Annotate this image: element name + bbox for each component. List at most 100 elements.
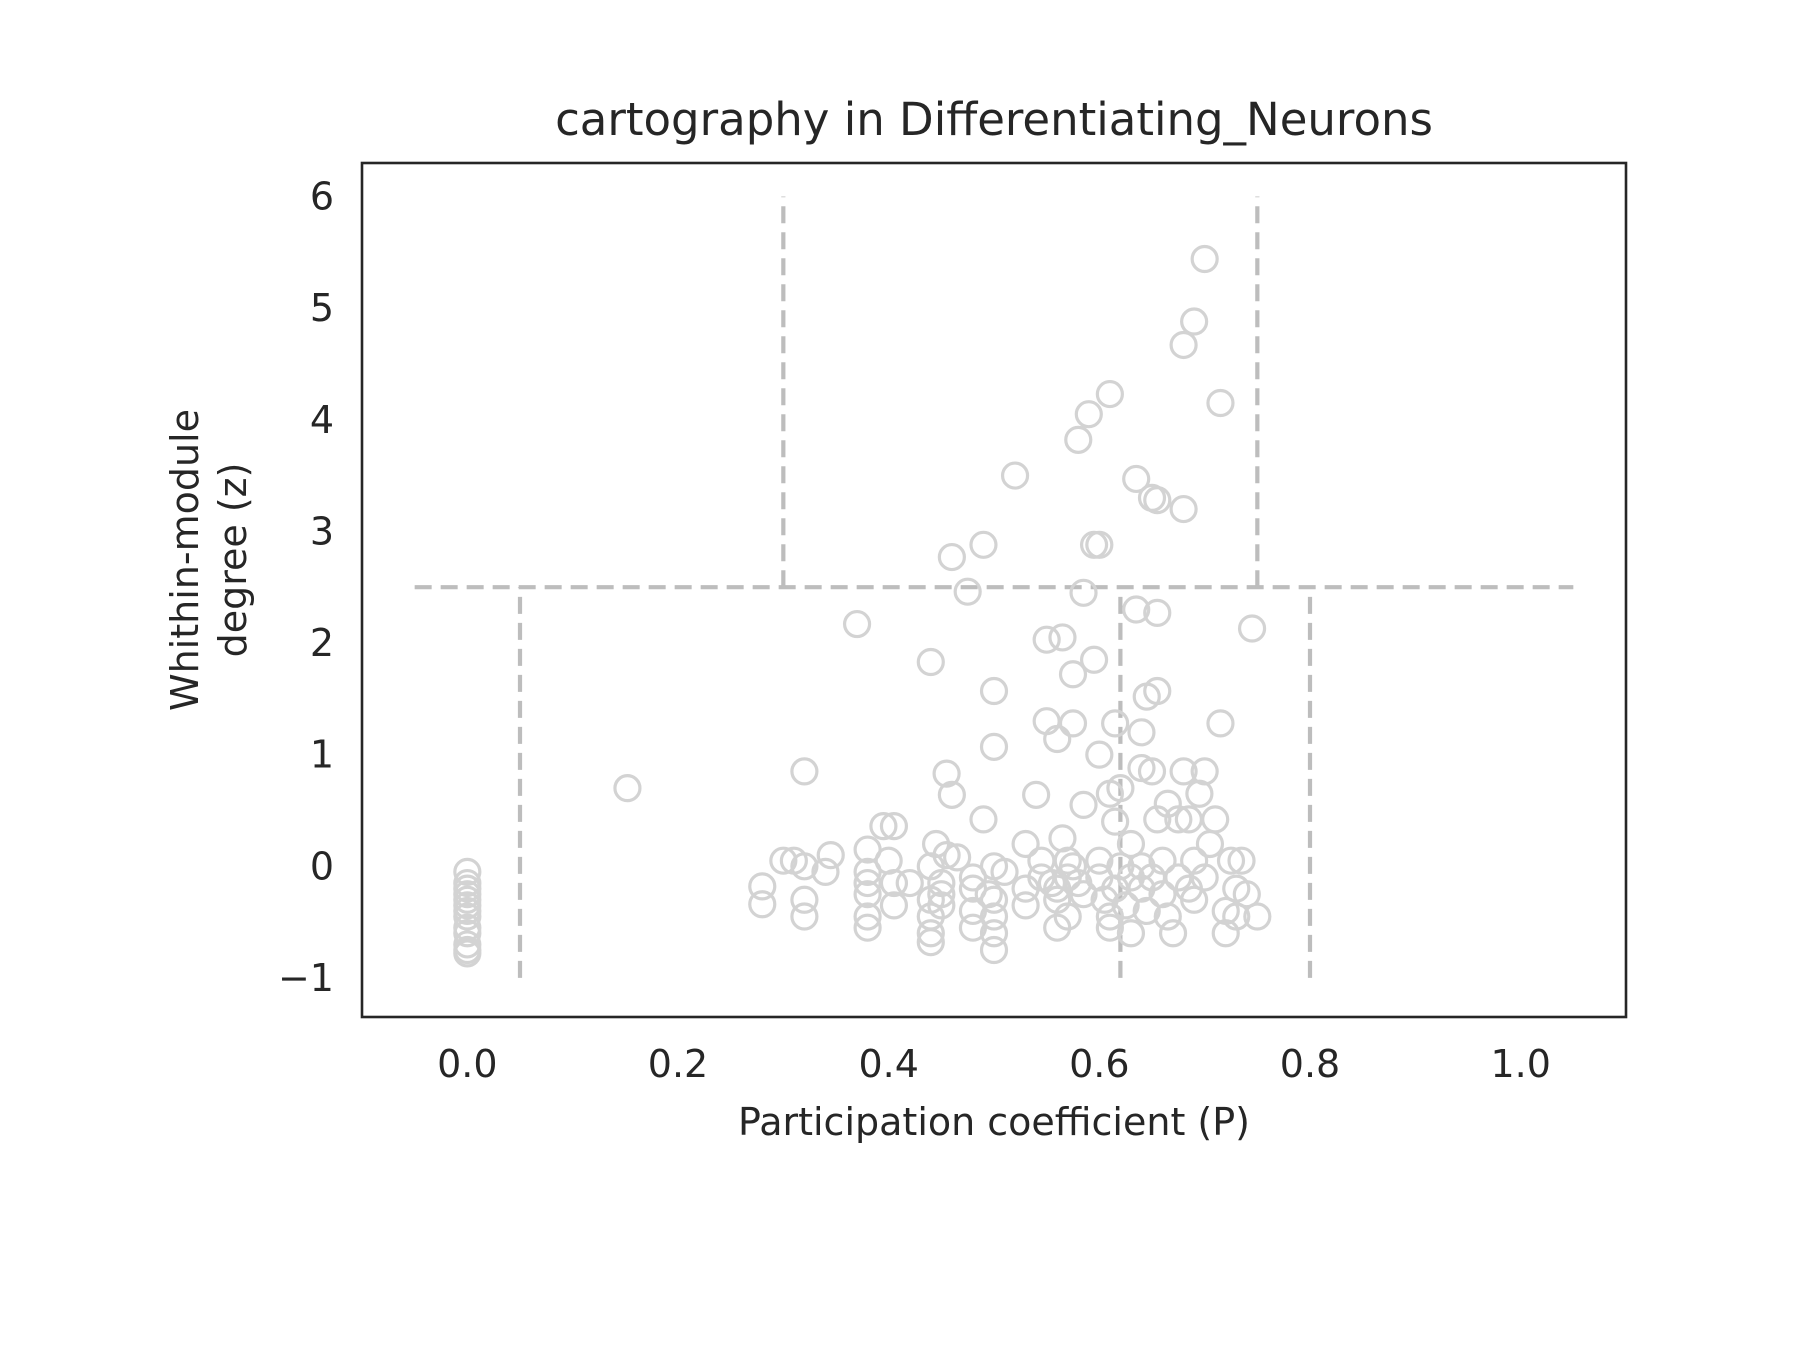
data-point xyxy=(932,759,961,788)
data-point xyxy=(453,919,482,948)
data-point xyxy=(1032,625,1061,654)
x-tick-label: 1.0 xyxy=(1490,1042,1550,1086)
chart-title: cartography in Differentiating_Neurons xyxy=(555,93,1433,146)
data-point xyxy=(879,868,909,898)
data-point xyxy=(1011,829,1040,859)
data-point xyxy=(613,774,642,803)
data-point xyxy=(943,843,972,872)
data-point xyxy=(1169,494,1198,524)
data-point xyxy=(1153,902,1182,931)
x-tick-label: 0.0 xyxy=(437,1042,497,1086)
data-point xyxy=(1190,757,1219,786)
data-point xyxy=(1143,598,1172,627)
data-point xyxy=(1022,780,1051,809)
x-axis-label: Participation coefficient (P) xyxy=(738,1100,1250,1144)
data-point xyxy=(1206,388,1235,418)
data-point xyxy=(927,868,956,898)
data-point xyxy=(453,902,482,931)
data-points xyxy=(453,244,1272,968)
data-point xyxy=(1164,805,1193,834)
y-tick-label: 0 xyxy=(310,844,334,888)
data-point xyxy=(1180,885,1209,914)
y-axis-ticks: −1 0 1 2 3 4 5 6 xyxy=(278,174,334,999)
data-point xyxy=(853,880,882,909)
data-point xyxy=(1201,805,1230,834)
data-point xyxy=(916,919,945,948)
data-point xyxy=(1190,244,1219,274)
data-point xyxy=(1169,330,1198,360)
data-point xyxy=(1158,919,1188,948)
data-point xyxy=(1127,718,1156,747)
data-point xyxy=(1101,709,1130,738)
data-point xyxy=(453,939,482,968)
data-point xyxy=(1074,400,1103,429)
data-point xyxy=(1216,846,1246,875)
data-point xyxy=(1122,464,1151,494)
data-point xyxy=(1222,902,1251,931)
data-point xyxy=(1116,829,1146,859)
data-point xyxy=(790,885,819,914)
y-tick-label: 1 xyxy=(310,733,334,777)
data-point xyxy=(1069,790,1098,819)
data-point xyxy=(979,919,1009,948)
data-point xyxy=(748,890,777,919)
data-point xyxy=(1079,645,1109,674)
data-point xyxy=(853,913,882,942)
y-axis-label-line-1: Whithin-module xyxy=(163,409,207,711)
y-axis-label-line-2: degree (z) xyxy=(211,463,255,658)
data-point xyxy=(1085,530,1114,559)
data-point xyxy=(916,928,945,957)
data-point xyxy=(1180,307,1209,336)
data-point xyxy=(1190,863,1219,892)
x-tick-label: 0.4 xyxy=(858,1042,918,1086)
data-point xyxy=(1043,724,1072,754)
data-point xyxy=(979,732,1009,761)
data-point xyxy=(953,577,982,606)
data-point xyxy=(1101,807,1130,836)
data-point xyxy=(990,857,1019,886)
data-point xyxy=(853,902,882,931)
data-point xyxy=(937,780,966,809)
data-point xyxy=(979,885,1009,914)
y-tick-label: 3 xyxy=(310,509,334,553)
data-point xyxy=(1122,595,1151,624)
data-point xyxy=(1058,852,1088,881)
data-point xyxy=(1085,740,1114,769)
data-point xyxy=(1206,709,1235,738)
data-point xyxy=(979,902,1009,931)
data-point xyxy=(969,530,998,559)
data-point xyxy=(879,812,909,841)
data-point xyxy=(1106,774,1135,803)
data-point xyxy=(869,812,898,841)
data-point xyxy=(1053,902,1082,931)
data-point xyxy=(937,542,966,572)
y-tick-label: 4 xyxy=(310,398,334,442)
data-point xyxy=(1143,676,1172,706)
reference-lines xyxy=(414,196,1574,978)
data-point xyxy=(1243,902,1272,931)
data-point xyxy=(1237,614,1267,643)
data-point xyxy=(1085,846,1114,875)
data-point xyxy=(1137,757,1167,786)
data-point xyxy=(811,857,840,886)
data-point xyxy=(1095,379,1124,409)
data-point xyxy=(1011,891,1040,920)
data-point xyxy=(816,841,845,870)
data-point xyxy=(1069,880,1098,909)
data-point xyxy=(1069,578,1098,607)
data-point xyxy=(916,647,945,677)
data-point xyxy=(769,846,798,875)
y-axis-label: Whithin-module degree (z) xyxy=(163,409,255,711)
data-point xyxy=(1116,919,1146,948)
data-point xyxy=(1095,913,1124,942)
data-point xyxy=(1132,896,1161,926)
y-tick-label: 5 xyxy=(310,286,334,330)
data-point xyxy=(1048,623,1077,652)
data-point xyxy=(842,609,872,639)
data-point xyxy=(1227,846,1256,875)
data-point xyxy=(1064,425,1093,454)
x-axis-ticks: 0.0 0.2 0.4 0.6 0.8 1.0 xyxy=(437,1042,1551,1086)
data-point xyxy=(1143,486,1172,515)
